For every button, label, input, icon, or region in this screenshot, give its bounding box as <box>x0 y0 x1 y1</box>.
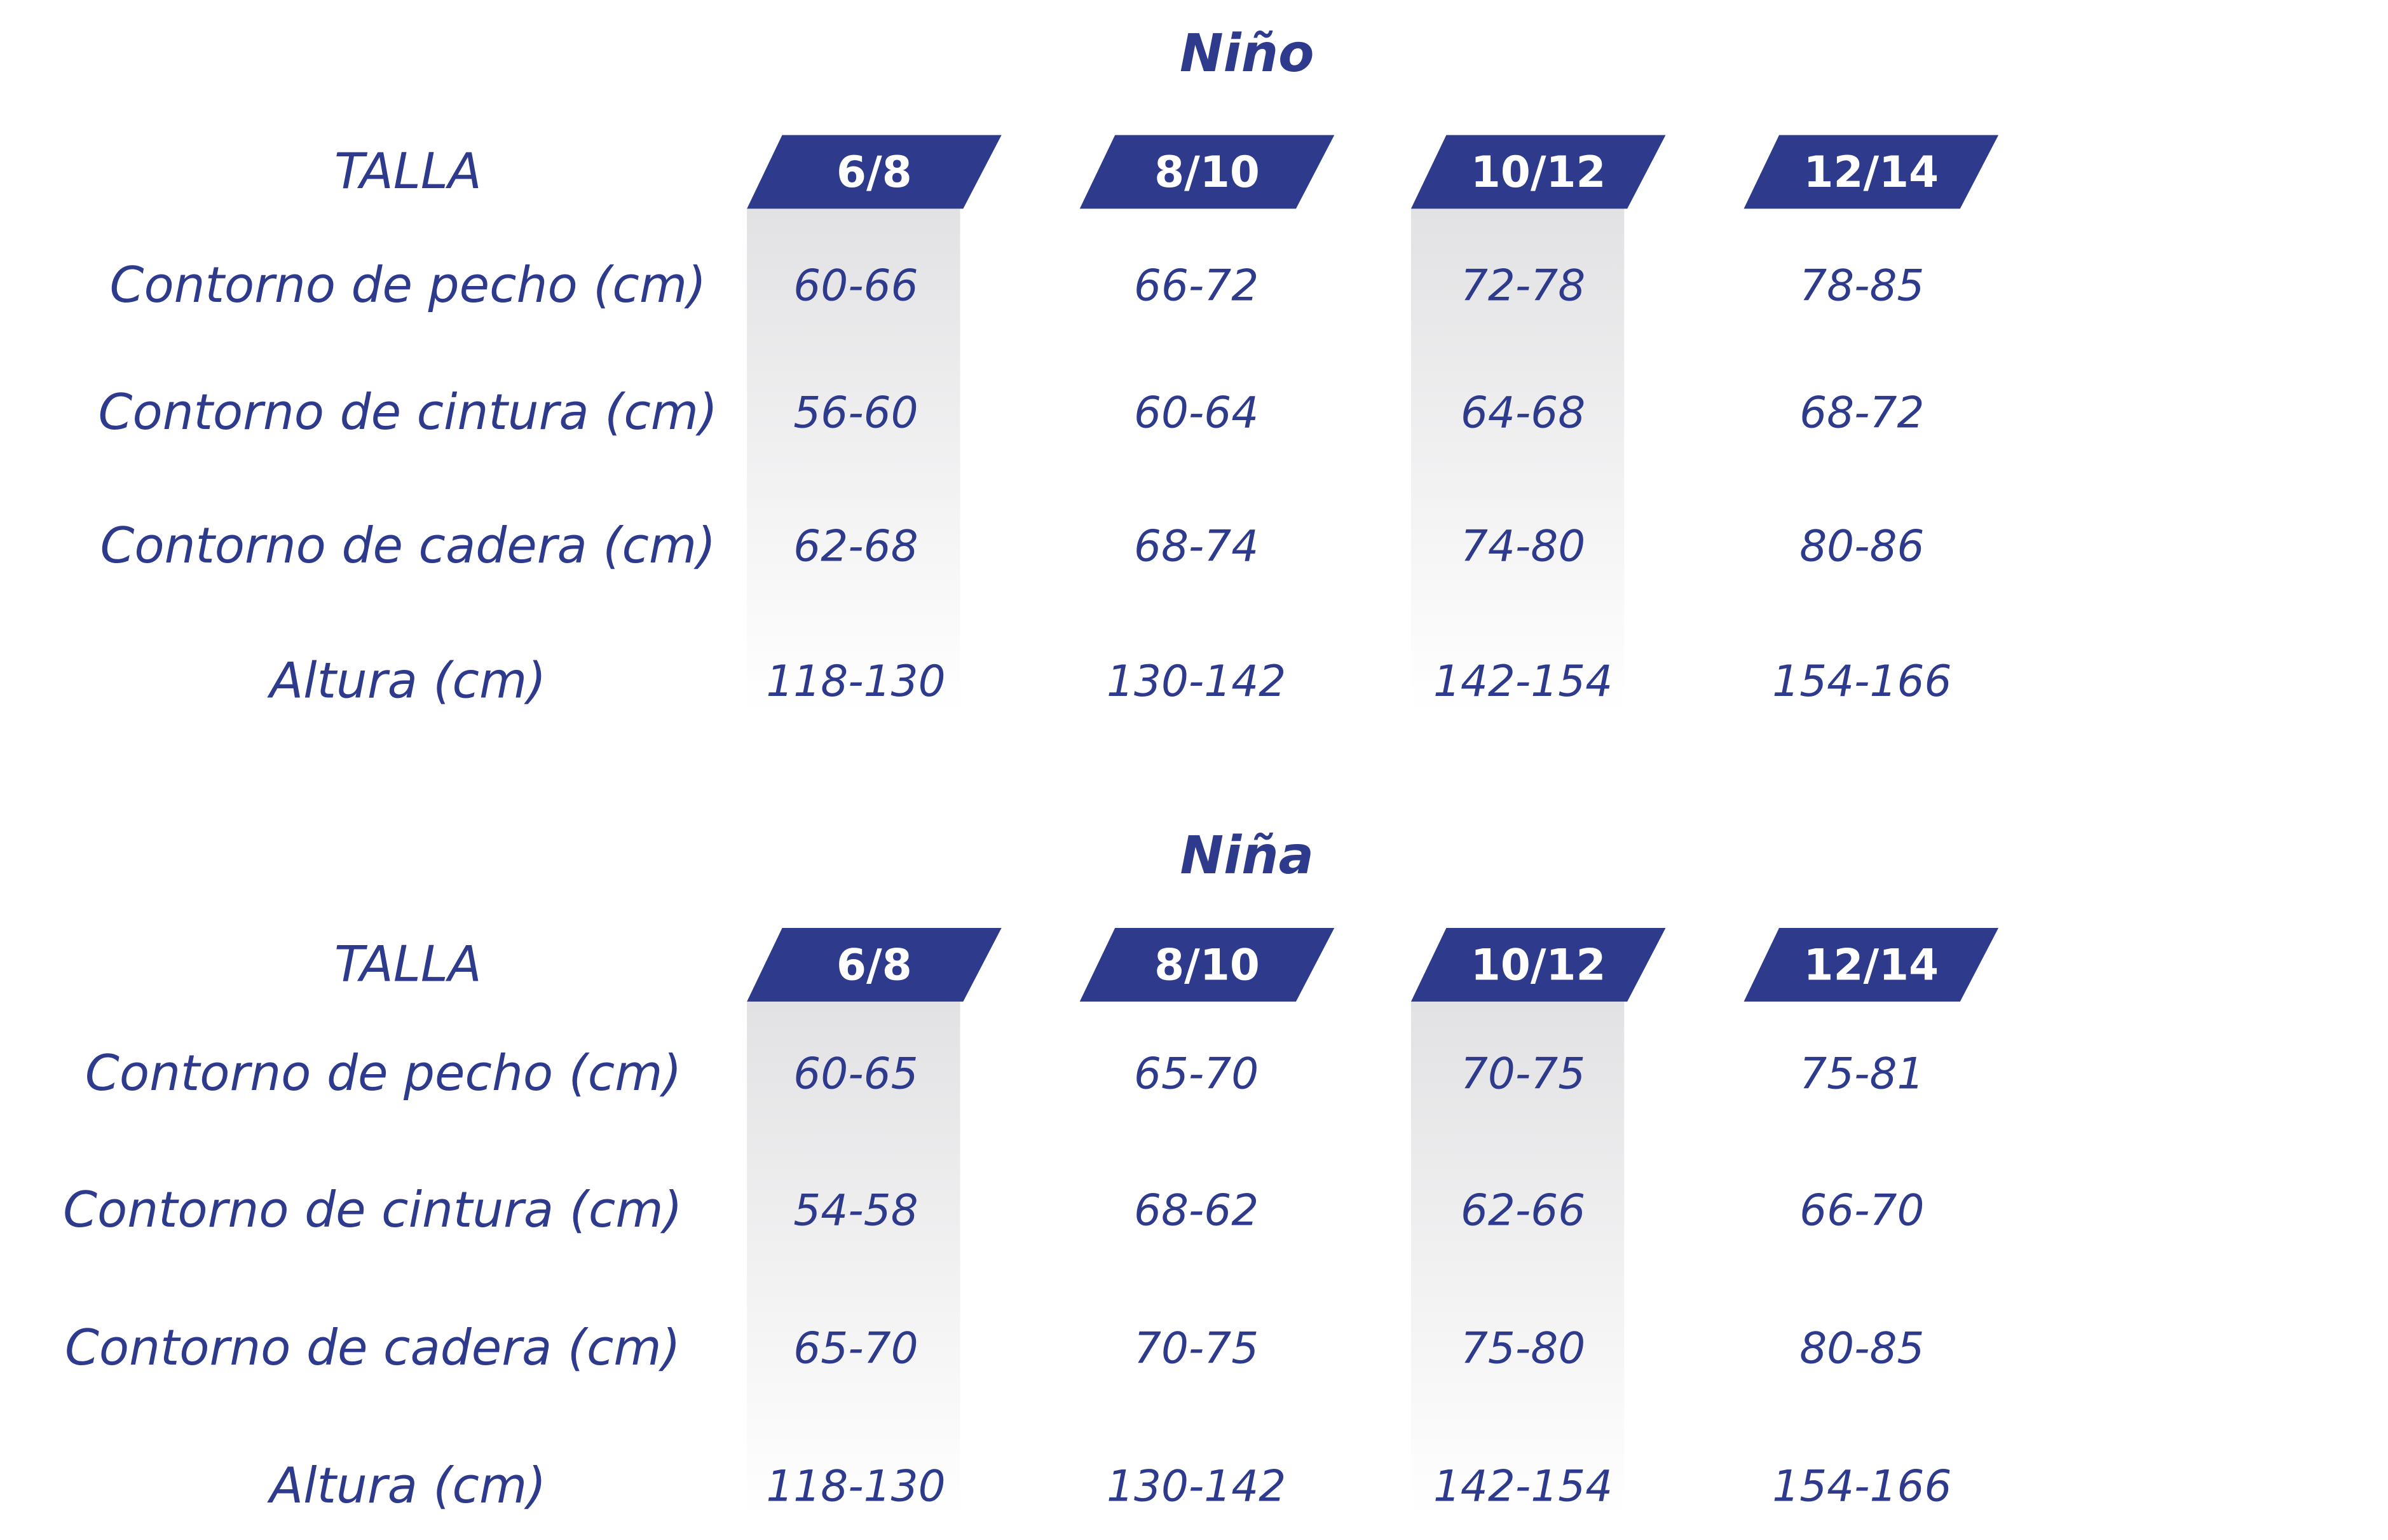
cell-value: 130-142 <box>1107 656 1286 706</box>
row-label: Altura (cm) <box>266 1457 546 1515</box>
size-tab <box>1410 928 1666 1002</box>
size-label: 8/10 <box>1154 147 1260 197</box>
size-label: 10/12 <box>1471 147 1606 197</box>
cell-value: 65-70 <box>1134 1049 1259 1099</box>
row-label: Altura (cm) <box>266 652 546 709</box>
cell-value: 75-80 <box>1461 1323 1585 1373</box>
cell-value: 118-130 <box>766 1461 945 1511</box>
header-label: TALLA <box>334 143 482 200</box>
cell-value: 80-85 <box>1799 1323 1924 1373</box>
cell-value: 118-130 <box>766 656 945 706</box>
cell-value: 70-75 <box>1461 1049 1585 1099</box>
size-tab <box>1079 928 1335 1002</box>
cell-value: 80-86 <box>1799 521 1924 571</box>
cell-value: 75-81 <box>1799 1049 1924 1099</box>
cell-value: 60-64 <box>1134 388 1259 438</box>
column-shade <box>747 208 960 712</box>
cell-value: 62-68 <box>793 521 918 571</box>
cell-value: 62-66 <box>1461 1185 1585 1235</box>
row-label: Contorno de pecho (cm) <box>110 257 707 314</box>
cell-value: 65-70 <box>793 1323 918 1373</box>
cell-value: 68-74 <box>1134 521 1259 571</box>
size-tab <box>1410 135 1666 209</box>
row-label: Contorno de cintura (cm) <box>99 384 718 441</box>
cell-value: 74-80 <box>1461 521 1585 571</box>
cell-value: 154-166 <box>1772 1461 1951 1511</box>
cell-value: 142-154 <box>1433 1461 1613 1511</box>
size-label: 8/10 <box>1154 939 1260 990</box>
row-label: Contorno de pecho (cm) <box>85 1045 682 1102</box>
table-title: Niño <box>1180 24 1314 84</box>
cell-value: 56-60 <box>793 388 918 438</box>
cell-value: 54-58 <box>793 1185 918 1235</box>
cell-value: 66-72 <box>1134 260 1259 310</box>
cell-value: 64-68 <box>1461 388 1585 438</box>
size-label: 12/14 <box>1803 939 1939 990</box>
size-label: 6/8 <box>836 147 912 197</box>
size-label: 6/8 <box>836 939 912 990</box>
size-tab <box>1743 928 1999 1002</box>
size-label: 12/14 <box>1803 147 1939 197</box>
cell-value: 68-72 <box>1799 388 1924 438</box>
row-label: Contorno de cadera (cm) <box>65 1319 681 1377</box>
size-tab <box>747 928 1002 1002</box>
size-tab <box>1079 135 1335 209</box>
column-shade <box>747 1001 960 1517</box>
row-label: Contorno de cadera (cm) <box>100 517 716 575</box>
cell-value: 142-154 <box>1433 656 1613 706</box>
column-shade <box>1410 208 1625 712</box>
size-label: 10/12 <box>1471 939 1606 990</box>
cell-value: 130-142 <box>1107 1461 1286 1511</box>
cell-value: 60-65 <box>793 1049 918 1099</box>
header-label: TALLA <box>334 936 482 993</box>
cell-value: 70-75 <box>1134 1323 1259 1373</box>
size-tab <box>747 135 1002 209</box>
cell-value: 60-66 <box>793 260 918 310</box>
cell-value: 68-62 <box>1134 1185 1259 1235</box>
table-title: Niña <box>1180 826 1314 886</box>
row-label: Contorno de cintura (cm) <box>63 1182 683 1239</box>
cell-value: 154-166 <box>1772 656 1951 706</box>
cell-value: 66-70 <box>1799 1185 1924 1235</box>
cell-value: 78-85 <box>1799 260 1924 310</box>
column-shade <box>1410 1001 1625 1517</box>
size-tab <box>1743 135 1999 209</box>
cell-value: 72-78 <box>1461 260 1585 310</box>
